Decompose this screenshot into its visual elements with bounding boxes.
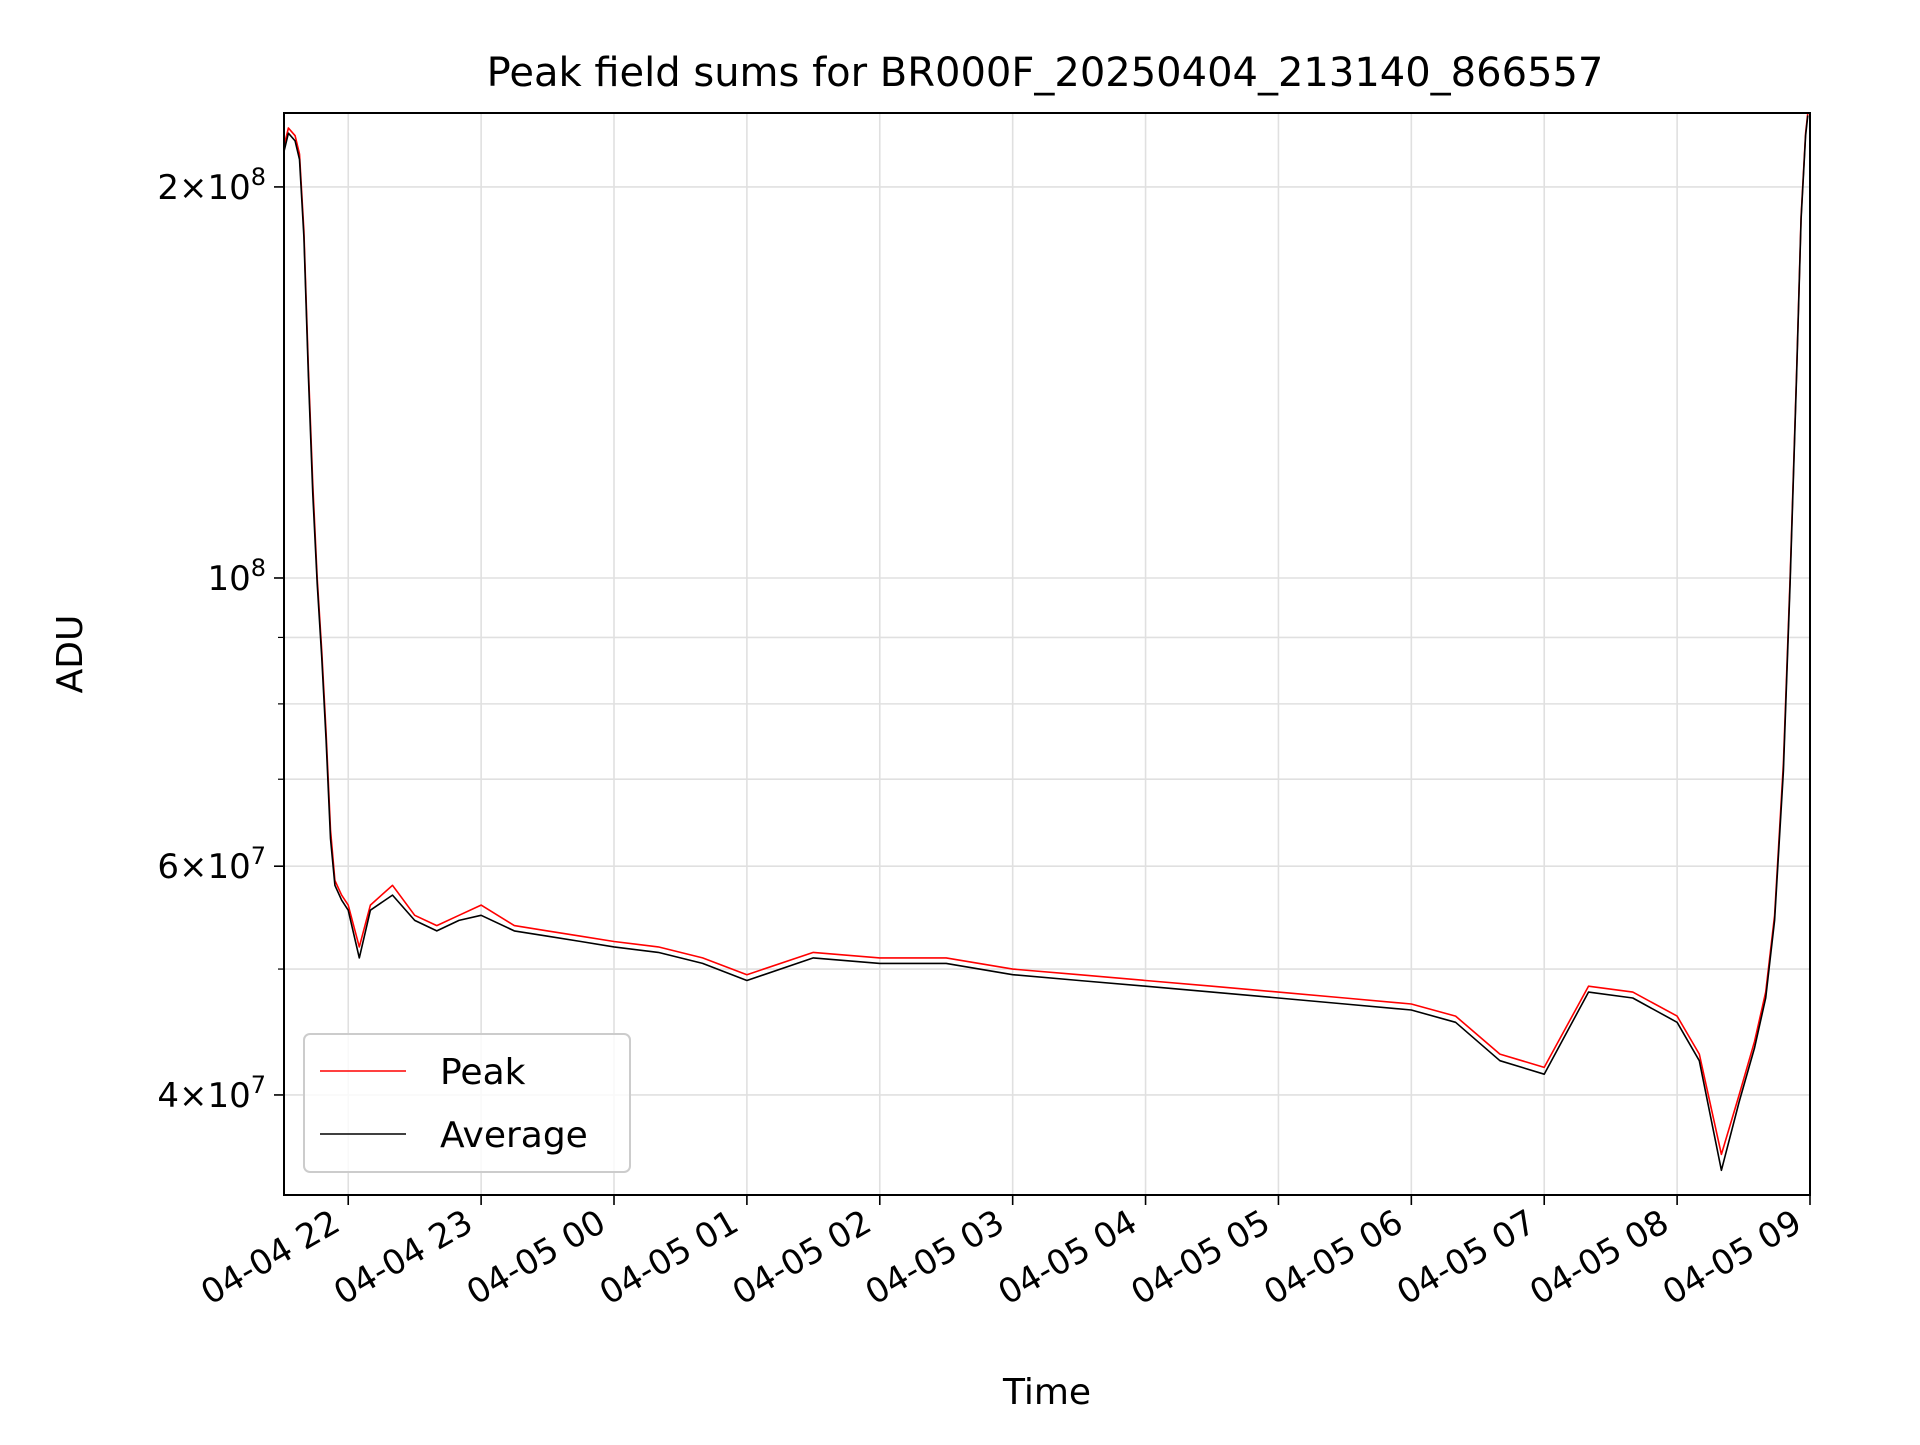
y-tick-label: 4×107 [157,1071,266,1116]
legend-average-label: Average [440,1115,588,1156]
chart-title: Peak field sums for BR000F_20250404_2131… [487,50,1604,96]
x-axis-label: Time [1002,1372,1091,1413]
series-lines [283,112,1809,1172]
y-tick-label: 6×107 [157,842,266,887]
legend-peak-label: Peak [440,1052,526,1093]
legend: Peak Average [303,1033,631,1173]
y-axis-label: ADU [50,615,91,694]
grid [284,113,1811,1195]
y-tick-label: 108 [207,554,266,599]
series-line-average [283,115,1809,1172]
plot-frame [283,112,1811,1196]
y-tick-label: 2×108 [157,163,266,208]
legend-box [303,1033,631,1173]
